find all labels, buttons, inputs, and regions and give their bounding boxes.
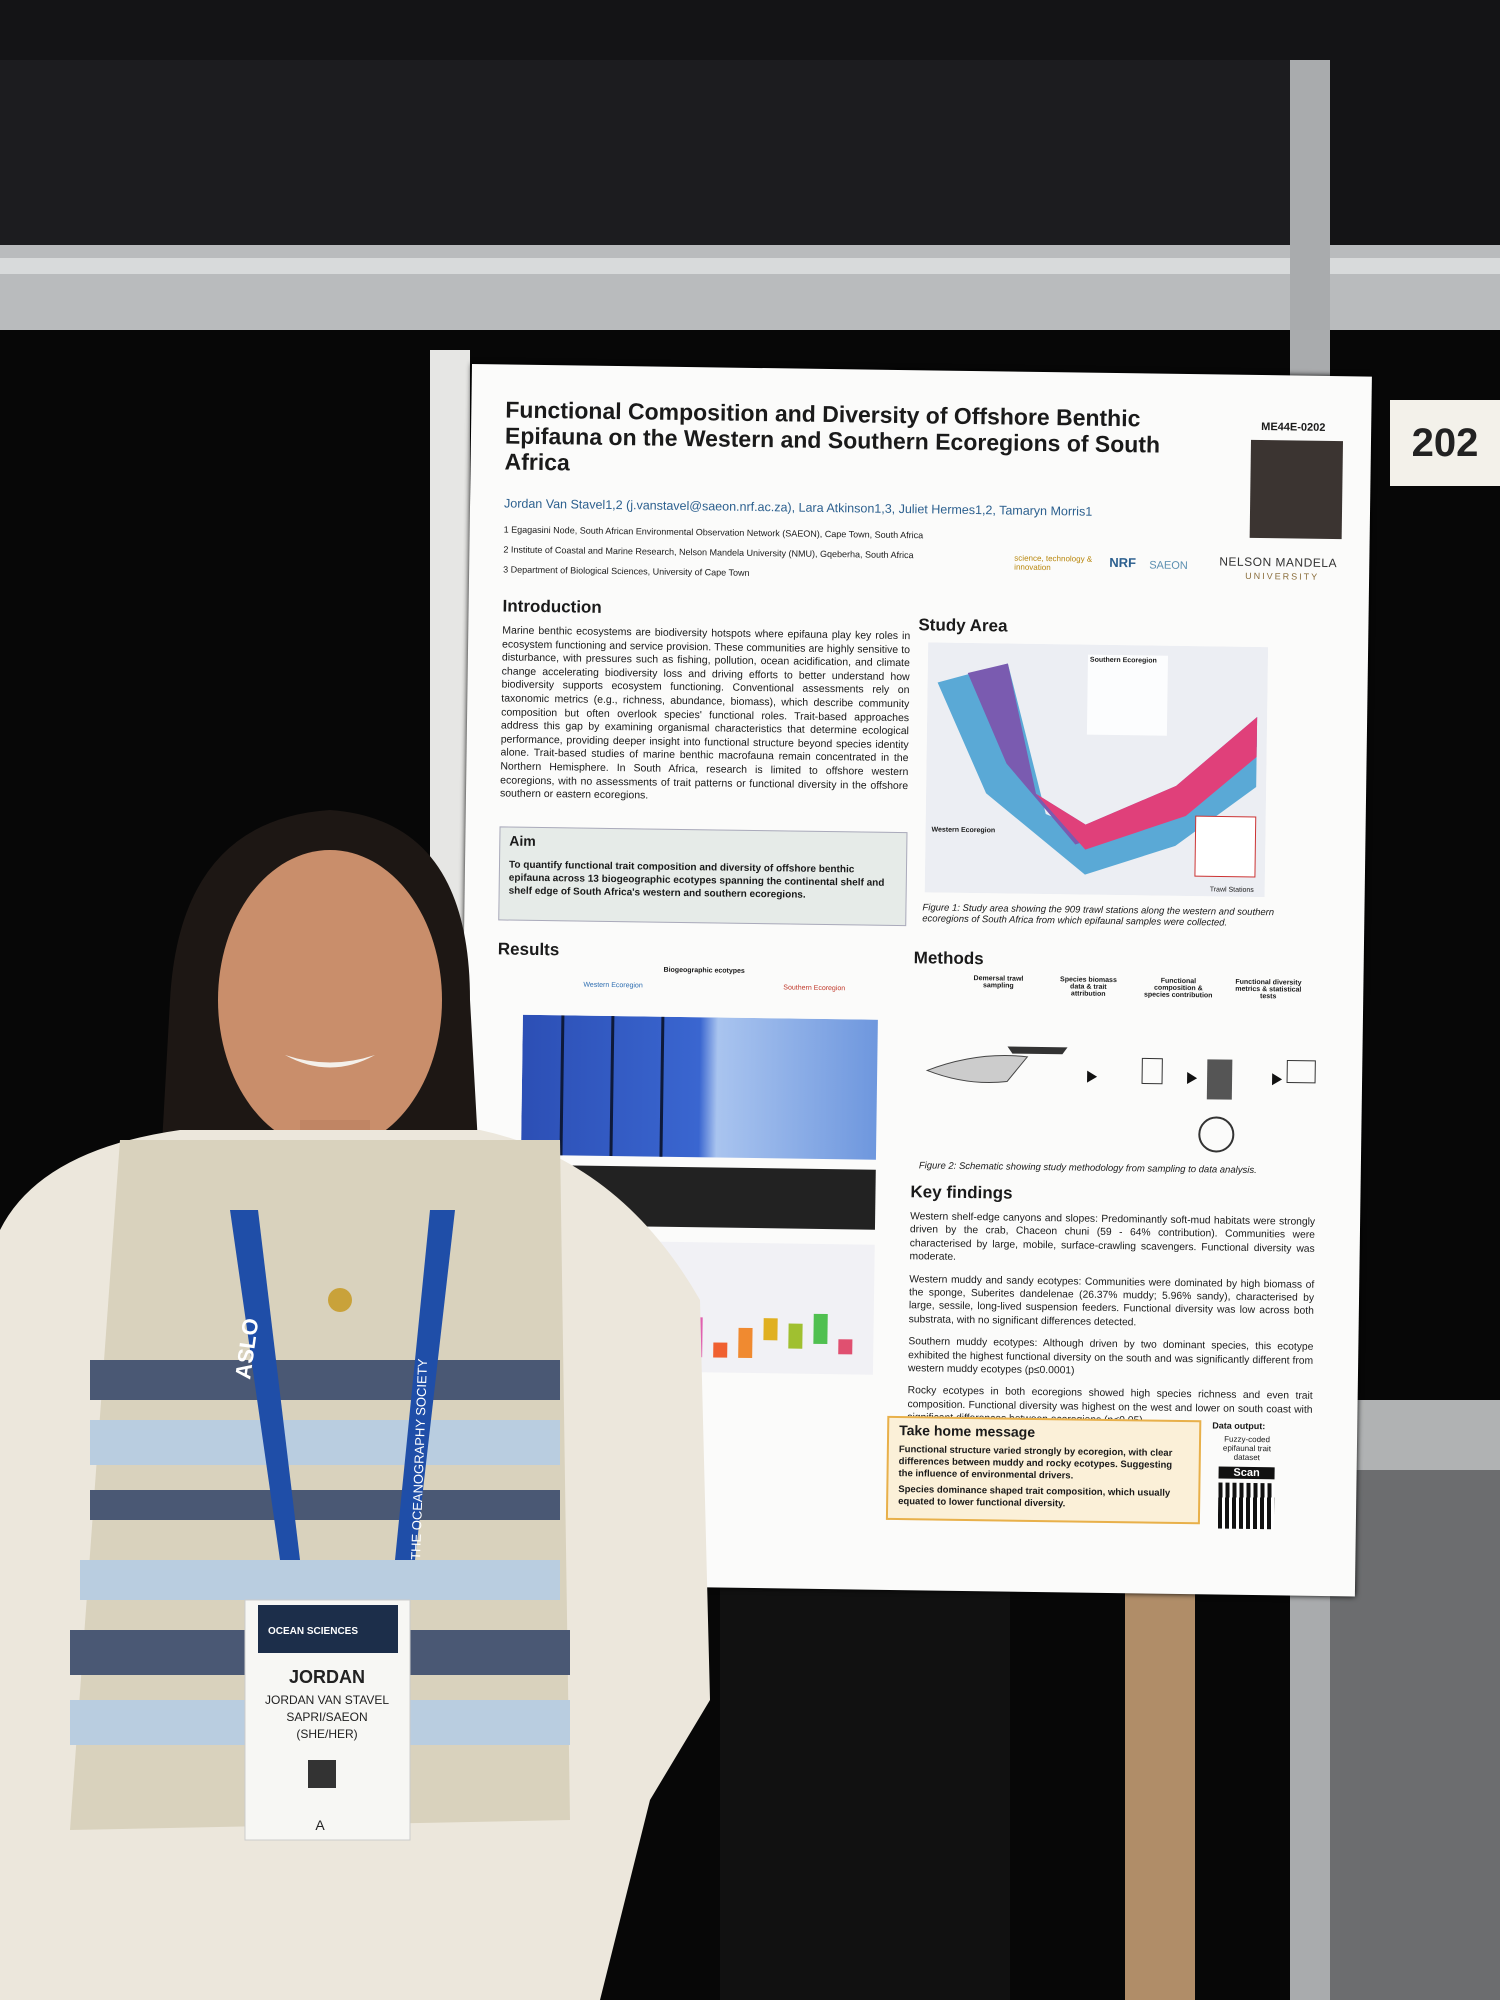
badge-first-name: JORDAN — [289, 1667, 365, 1687]
badge-event: OCEAN SCIENCES — [268, 1626, 358, 1637]
badge-organisation: SAPRI/SAEON — [286, 1710, 367, 1724]
lanyard-text: THE OCEANOGRAPHY SOCIETY — [408, 1358, 430, 1560]
booth-number: 202 — [1390, 400, 1500, 486]
badge-full-name: JORDAN VAN STAVEL — [265, 1693, 389, 1707]
badge-section: A — [315, 1817, 325, 1833]
methods-schematic — [925, 1046, 1316, 1153]
lanyard-text: ASLO — [230, 1317, 263, 1381]
badge-pronouns: (SHE/HER) — [296, 1727, 357, 1741]
poster: Functional Composition and Diversity of … — [454, 364, 1372, 1597]
study-area-map — [924, 642, 1269, 898]
